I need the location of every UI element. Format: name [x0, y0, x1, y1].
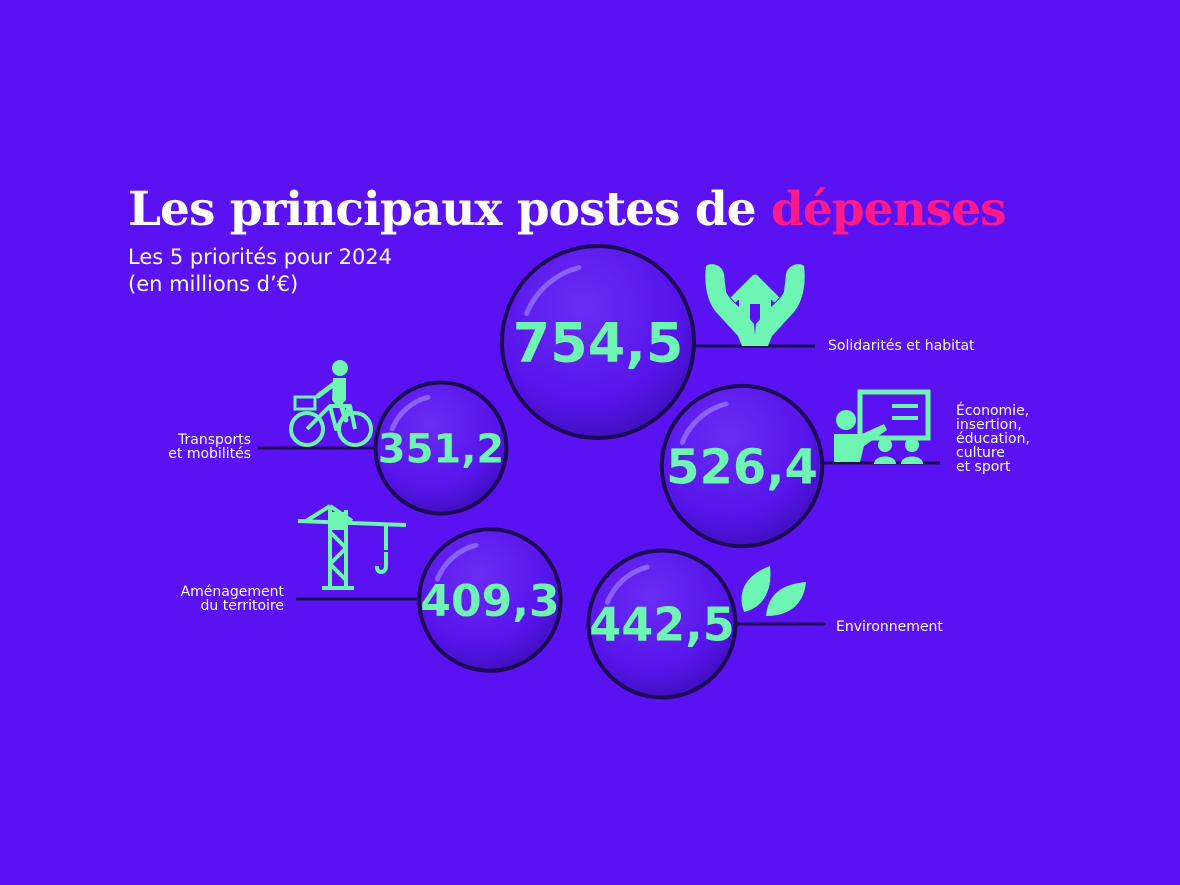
- bubble: [417, 527, 563, 673]
- category-label: Aménagement du territoire: [181, 585, 284, 613]
- category-label: Économie, insertion, éducation, culture et s…: [956, 404, 1030, 474]
- bubble-circle: [586, 548, 738, 700]
- subtitle-line-2: (en millions d’€): [128, 272, 299, 296]
- category-label-line: du territoire: [200, 598, 284, 614]
- subtitle-line-1: Les 5 priorités pour 2024: [128, 245, 393, 269]
- bubble-highlight: [389, 394, 431, 432]
- bubble: [500, 244, 696, 440]
- bubble-circle: [659, 383, 825, 549]
- category-label-line: et mobilités: [168, 446, 251, 462]
- category-label-line: Économie,: [956, 403, 1030, 419]
- bicycle-icon: [289, 360, 373, 447]
- bubble-circle: [500, 244, 696, 440]
- category-label-line: Transports: [178, 432, 251, 448]
- value-label: 526,4: [666, 439, 818, 495]
- bubble: [373, 380, 509, 516]
- title-main: Les principaux postes de: [128, 182, 757, 237]
- category-label-line: Environnement: [836, 619, 943, 635]
- bubble-highlight: [679, 401, 729, 445]
- bubble: [586, 548, 738, 700]
- chart-title: Les principaux postes de dépenses: [128, 182, 1007, 237]
- title-accent: dépenses: [771, 182, 1007, 237]
- value-label: 409,3: [420, 576, 559, 627]
- category-label-line: éducation,: [956, 431, 1030, 447]
- category-label-line: culture: [956, 445, 1005, 461]
- category-label: Environnement: [836, 620, 943, 634]
- house-hands-icon: [705, 264, 805, 346]
- category-label-line: insertion,: [956, 417, 1022, 433]
- category-label-line: et sport: [956, 459, 1011, 475]
- bubble-circle: [417, 527, 563, 673]
- category-label: Transports et mobilités: [168, 433, 251, 461]
- chart-subtitle: Les 5 priorités pour 2024 (en millions d…: [128, 244, 392, 298]
- bubble-highlight: [434, 542, 479, 582]
- leaves-icon: [741, 566, 806, 616]
- value-label: 442,5: [589, 598, 735, 652]
- bubble-highlight: [524, 265, 582, 317]
- category-label-line: Aménagement: [180, 584, 284, 600]
- value-label: 351,2: [378, 426, 505, 472]
- value-label: 754,5: [513, 311, 684, 374]
- bubble: [659, 383, 825, 549]
- category-label-line: Solidarités et habitat: [828, 338, 975, 354]
- bubble-circle: [373, 380, 509, 516]
- crane-icon: [297, 504, 407, 590]
- bubble-highlight: [604, 564, 650, 605]
- teacher-board-icon: [834, 389, 931, 464]
- category-label: Solidarités et habitat: [828, 339, 975, 353]
